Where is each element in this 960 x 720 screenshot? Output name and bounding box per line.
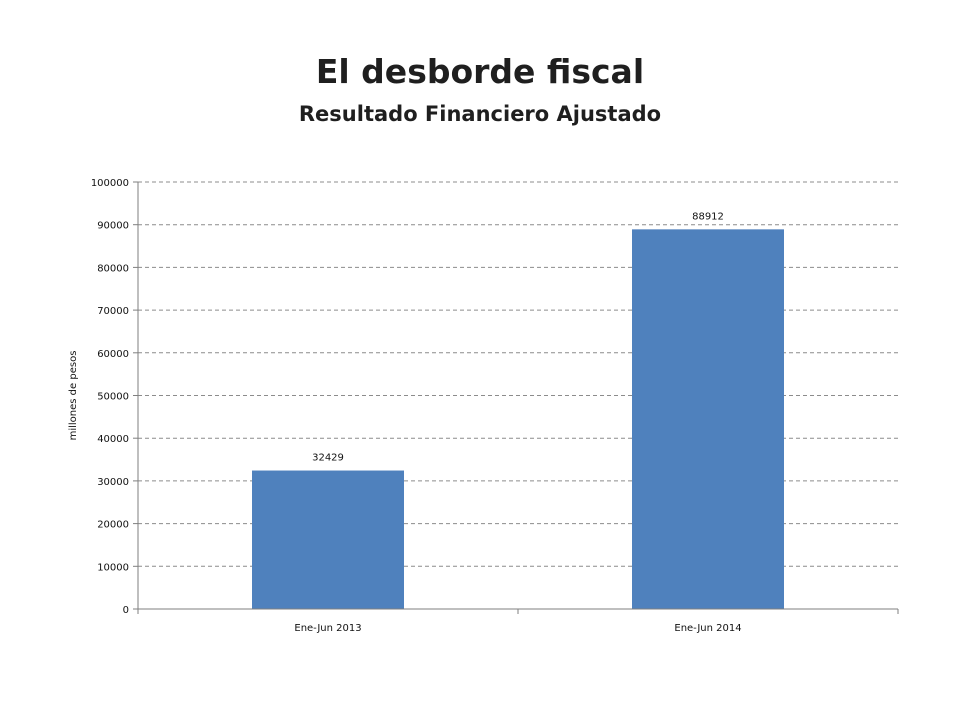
x-tick-label: Ene-Jun 2014 <box>674 623 741 634</box>
bar-2 <box>632 229 784 609</box>
labels: 0 10000 20000 30000 40000 50000 60000 70000 8000… <box>68 178 742 634</box>
axes <box>133 181 899 614</box>
y-tick-label: 70000 <box>97 306 129 317</box>
data-label: 88912 <box>692 211 724 222</box>
y-tick-label: 50000 <box>97 392 129 403</box>
y-tick-label: 100000 <box>91 178 129 189</box>
y-tick-label: 0 <box>123 605 129 616</box>
y-tick-label: 10000 <box>97 562 129 573</box>
bar-1 <box>252 470 404 609</box>
chart-subtitle: Resultado Financiero Ajustado <box>298 102 662 126</box>
y-axis-title: millones de pesos <box>68 351 79 441</box>
y-tick-label: 80000 <box>97 263 129 274</box>
y-tick-label: 60000 <box>97 349 129 360</box>
chart-title: El desborde fiscal <box>315 52 645 91</box>
x-tick-label: Ene-Jun 2013 <box>294 623 361 634</box>
data-label: 32429 <box>312 453 344 464</box>
y-tick-label: 90000 <box>97 221 129 232</box>
y-tick-label: 30000 <box>97 477 129 488</box>
y-tick-label: 20000 <box>97 520 129 531</box>
bars <box>252 229 784 609</box>
y-tick-label: 40000 <box>97 434 129 445</box>
